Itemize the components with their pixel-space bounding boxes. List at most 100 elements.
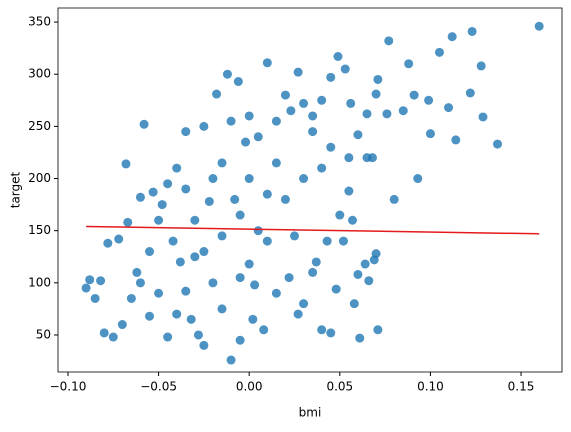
point xyxy=(222,69,232,79)
point xyxy=(371,249,381,259)
point xyxy=(233,77,243,87)
y-tick-label: 300 xyxy=(28,67,51,81)
x-tick-label: 0.10 xyxy=(417,380,444,394)
point xyxy=(262,189,272,199)
point xyxy=(262,58,272,68)
point xyxy=(340,64,350,74)
point xyxy=(135,278,145,288)
point xyxy=(157,200,167,210)
point xyxy=(364,276,374,286)
point xyxy=(333,51,343,61)
point xyxy=(326,328,336,338)
point xyxy=(293,309,303,319)
point xyxy=(85,275,95,285)
point xyxy=(244,174,254,184)
point xyxy=(250,280,260,290)
point xyxy=(154,288,164,298)
point xyxy=(349,299,359,309)
point xyxy=(286,106,296,116)
point xyxy=(362,153,372,163)
point xyxy=(145,311,155,321)
point xyxy=(317,163,327,173)
point xyxy=(81,283,91,293)
point xyxy=(326,142,336,152)
point xyxy=(293,67,303,77)
point xyxy=(451,135,461,145)
point xyxy=(409,90,419,100)
point xyxy=(384,36,394,46)
regression-line xyxy=(86,225,540,235)
point xyxy=(322,236,332,246)
x-tick-label: 0.00 xyxy=(236,380,263,394)
x-axis-label: bmi xyxy=(299,406,322,420)
x-tick-label: 0.15 xyxy=(508,380,535,394)
point xyxy=(135,192,145,202)
point xyxy=(208,278,218,288)
point xyxy=(398,106,408,116)
point xyxy=(447,32,457,42)
point xyxy=(123,217,133,227)
point xyxy=(199,340,209,350)
y-tick-label: 250 xyxy=(28,119,51,133)
x-tick-label: −0.10 xyxy=(50,380,87,394)
point xyxy=(434,47,444,57)
point xyxy=(308,127,318,137)
point xyxy=(404,59,414,69)
point xyxy=(148,187,158,197)
point xyxy=(217,304,227,314)
point xyxy=(181,184,191,194)
point xyxy=(163,179,173,189)
point xyxy=(338,236,348,246)
point xyxy=(217,231,227,241)
point xyxy=(311,257,321,267)
point xyxy=(108,332,118,342)
point xyxy=(290,231,300,241)
point xyxy=(175,257,185,267)
point xyxy=(126,293,136,303)
point xyxy=(114,234,124,244)
point xyxy=(99,328,109,338)
point xyxy=(308,267,318,277)
point xyxy=(103,238,113,248)
y-tick-label: 350 xyxy=(28,15,51,29)
y-tick-label: 150 xyxy=(28,223,51,237)
point xyxy=(335,210,345,220)
point xyxy=(308,111,318,121)
point xyxy=(360,259,370,269)
point xyxy=(168,236,178,246)
point xyxy=(280,194,290,204)
point xyxy=(284,273,294,283)
point xyxy=(199,121,209,131)
point xyxy=(317,325,327,335)
point xyxy=(241,137,251,147)
point xyxy=(154,215,164,225)
point xyxy=(344,153,354,163)
point xyxy=(326,72,336,82)
point xyxy=(253,132,263,142)
point xyxy=(413,174,423,184)
y-axis-label: target xyxy=(9,171,23,208)
point xyxy=(425,129,435,139)
point xyxy=(248,314,258,324)
point xyxy=(259,325,269,335)
point xyxy=(355,333,365,343)
y-tick-label: 200 xyxy=(28,171,51,185)
point xyxy=(244,111,254,121)
point xyxy=(317,95,327,105)
point xyxy=(163,332,173,342)
point xyxy=(347,215,357,225)
point xyxy=(382,109,392,119)
point xyxy=(193,330,203,340)
point xyxy=(244,259,254,269)
point xyxy=(212,89,222,99)
point xyxy=(492,139,502,149)
point xyxy=(331,284,341,294)
point xyxy=(226,116,236,126)
point xyxy=(353,130,363,140)
point xyxy=(476,61,486,71)
point xyxy=(190,215,200,225)
point xyxy=(181,127,191,137)
point xyxy=(121,159,131,169)
point xyxy=(346,98,356,108)
plot-frame xyxy=(57,7,563,373)
